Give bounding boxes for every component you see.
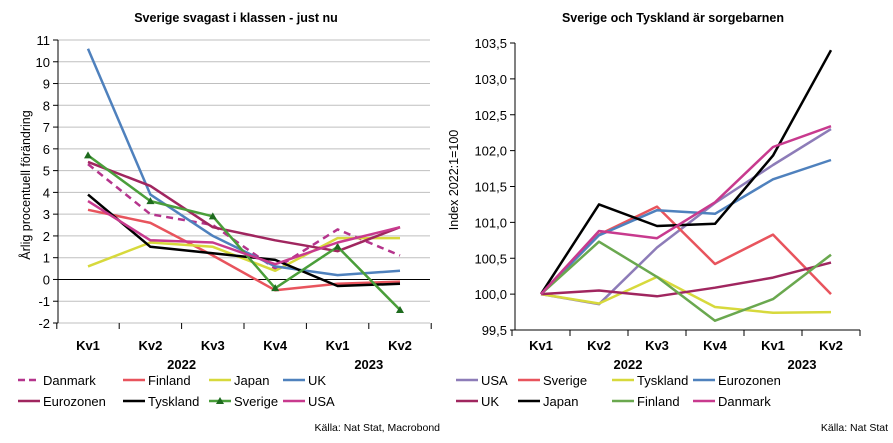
x-tick-label: Kv3 xyxy=(201,338,225,353)
legend-label: Finland xyxy=(148,373,191,388)
legend-label: UK xyxy=(481,394,499,409)
y-tick-label: 6 xyxy=(43,142,50,157)
series-line-tyskland xyxy=(540,275,832,315)
y-tick-label: 0 xyxy=(43,272,50,287)
legend-label: Tyskland xyxy=(637,373,688,388)
chart-right-source: Källa: Nat Stat xyxy=(821,422,888,434)
chart-right-title: Sverige och Tyskland är sorgebarnen xyxy=(562,11,784,25)
y-tick-label: -2 xyxy=(38,316,50,331)
x-tick-label: Kv1 xyxy=(761,338,785,353)
data-point xyxy=(146,197,155,205)
x-year-label: 2022 xyxy=(167,357,196,372)
legend-label: Finland xyxy=(637,394,680,409)
y-tick-label: 99,5 xyxy=(482,323,507,338)
x-tick-label: Kv1 xyxy=(76,338,100,353)
y-tick-label: 101,5 xyxy=(474,180,507,195)
series-line-japan xyxy=(87,236,400,273)
data-point xyxy=(84,151,92,159)
series-line-eurozonen xyxy=(540,158,832,295)
y-tick-label: 4 xyxy=(43,185,50,200)
series-line-finland xyxy=(87,208,401,292)
series-line-japan xyxy=(539,49,833,295)
x-tick-label: Kv2 xyxy=(388,338,412,353)
series-line-finland xyxy=(540,240,832,322)
chart-left-ylabel: Årlig procentuell förändring xyxy=(18,110,33,259)
x-tick-label: Kv3 xyxy=(645,338,669,353)
chart-right: Sverige och Tyskland är sorgebarnen Inde… xyxy=(447,11,888,434)
x-tick-label: Kv4 xyxy=(703,338,728,353)
x-tick-label: Kv1 xyxy=(529,338,553,353)
x-year-label: 2023 xyxy=(354,357,383,372)
series-line-danmark xyxy=(540,125,832,295)
y-tick-label: 9 xyxy=(43,77,50,92)
legend-label: USA xyxy=(308,394,335,409)
y-tick-label: 103,0 xyxy=(474,72,507,87)
y-tick-label: 1 xyxy=(43,251,50,266)
series-line-danmark xyxy=(87,163,401,270)
y-tick-label: 11 xyxy=(37,33,51,48)
series-line-eurozonen xyxy=(87,160,401,253)
y-tick-label: 103,5 xyxy=(474,36,507,51)
y-tick-label: 10 xyxy=(36,55,50,70)
x-year-label: 2022 xyxy=(614,357,643,372)
y-tick-label: 7 xyxy=(43,120,50,135)
y-tick-label: -1 xyxy=(38,294,50,309)
x-tick-label: Kv2 xyxy=(819,338,843,353)
y-tick-label: 100,0 xyxy=(474,287,507,302)
data-point xyxy=(333,242,342,250)
legend-label: Tyskland xyxy=(148,394,199,409)
legend-label: Danmark xyxy=(718,394,771,409)
chart-left-source: Källa: Nat Stat, Macrobond xyxy=(315,422,441,434)
y-tick-label: 5 xyxy=(43,164,50,179)
y-tick-label: 100,5 xyxy=(474,251,507,266)
series-line-usa xyxy=(540,128,832,306)
legend-label: USA xyxy=(481,373,508,388)
y-tick-label: 102,0 xyxy=(474,144,507,159)
legend-label: Japan xyxy=(543,394,578,409)
legend-marker xyxy=(216,397,224,404)
legend-label: Danmark xyxy=(43,373,96,388)
legend-label: Sverige xyxy=(234,394,278,409)
y-tick-label: 101,0 xyxy=(474,215,507,230)
x-year-label: 2023 xyxy=(788,357,817,372)
series-line-usa xyxy=(87,200,401,266)
legend-label: Eurozonen xyxy=(43,394,106,409)
x-tick-label: Kv2 xyxy=(587,338,611,353)
data-point xyxy=(396,305,404,313)
legend-label: Sverige xyxy=(543,373,587,388)
x-tick-label: Kv2 xyxy=(138,338,162,353)
x-tick-label: Kv1 xyxy=(326,338,350,353)
series-line-uk xyxy=(86,48,401,277)
y-tick-label: 2 xyxy=(43,229,50,244)
data-point xyxy=(208,212,217,220)
chart-right-ylabel: Index 2022:1=100 xyxy=(447,130,461,230)
y-tick-label: 102,5 xyxy=(474,108,507,123)
x-tick-label: Kv4 xyxy=(263,338,288,353)
series-line-tyskland xyxy=(87,193,401,288)
y-tick-label: 8 xyxy=(43,98,50,113)
series-line-uk xyxy=(540,261,832,298)
legend-label: Japan xyxy=(234,373,269,388)
chart-left-title: Sverige svagast i klassen - just nu xyxy=(134,11,338,25)
legend-label: Eurozonen xyxy=(718,373,781,388)
chart-left: Sverige svagast i klassen - just nu Årli… xyxy=(18,11,440,434)
data-point xyxy=(271,284,280,292)
y-tick-label: 3 xyxy=(43,207,50,222)
legend-label: UK xyxy=(308,373,326,388)
